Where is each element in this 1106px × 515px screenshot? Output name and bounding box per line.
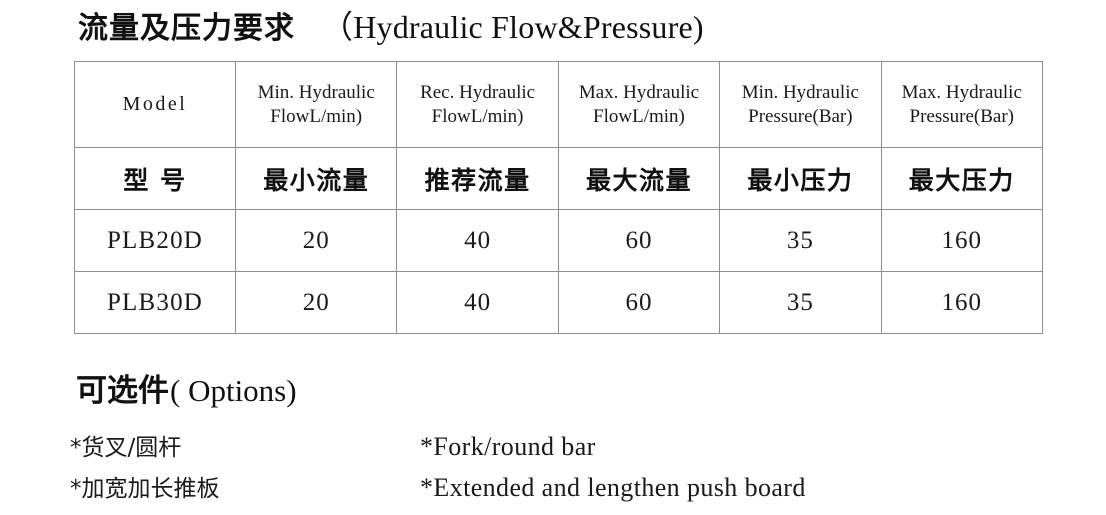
list-item: *加宽加长推板 *Extended and lengthen push boar… [70,469,1070,510]
header-label-model: Model [122,93,188,115]
value-model: PLB30D [106,288,204,316]
page-title: 流量及压力要求 （Hydraulic Flow&Pressure) [78,2,704,48]
header-line-2: FlowL/min) [431,105,524,127]
cell-model: PLB20D [74,209,236,272]
table-header-row-english: Model Min. Hydraulic FlowL/min) Rec. Hyd… [74,61,1043,148]
value-rec-flow: 40 [464,288,492,316]
header-cell-max-pressure: Max. Hydraulic Pressure(Bar) [880,61,1043,148]
value-min-flow: 20 [302,288,330,316]
table-row: PLB30D 20 40 60 35 160 [74,271,1043,334]
header-line-1: Rec. Hydraulic [420,82,536,104]
value-max-flow: 60 [625,288,653,316]
header-cn-label-min-flow: 最小流量 [263,165,370,195]
header-cell-min-flow: Min. Hydraulic FlowL/min) [234,61,398,148]
header-cn-cell-min-flow: 最小流量 [234,147,398,210]
value-model: PLB20D [106,226,204,254]
header-cn-cell-model: 型 号 [74,147,236,210]
value-max-pressure: 160 [941,226,982,254]
cell-min-flow: 20 [234,209,398,272]
list-item: *货叉/圆杆 *Fork/round bar [70,428,1070,469]
header-cell-model: Model [74,61,236,148]
header-cell-rec-flow: Rec. Hydraulic FlowL/min) [396,61,559,148]
option-label-chinese: *货叉/圆杆 [70,435,182,461]
options-heading: 可选件 ( Options) [76,365,297,410]
table-header-row-chinese: 型 号 最小流量 推荐流量 最大流量 最小压力 最大压力 [74,147,1043,210]
page-title-english: （Hydraulic Flow&Pressure) [321,9,704,45]
cell-max-flow: 60 [557,271,721,334]
cell-max-flow: 60 [557,209,721,272]
value-min-pressure: 35 [786,288,814,316]
option-label-chinese: *加宽加长推板 [70,476,220,502]
cell-min-pressure: 35 [719,271,882,334]
options-list: *货叉/圆杆 *Fork/round bar *加宽加长推板 *Extended… [70,428,1070,510]
header-line-1: Min. Hydraulic [741,82,859,104]
cell-min-flow: 20 [234,271,398,334]
header-cn-cell-rec-flow: 推荐流量 [396,147,559,210]
page-title-chinese: 流量及压力要求 [78,11,295,46]
header-line-1: Max. Hydraulic [578,82,700,104]
value-rec-flow: 40 [464,226,492,254]
header-cn-cell-max-pressure: 最大压力 [880,147,1043,210]
header-cn-label-max-pressure: 最大压力 [908,165,1015,195]
cell-max-pressure: 160 [880,271,1043,334]
hydraulic-spec-table: Model Min. Hydraulic FlowL/min) Rec. Hyd… [74,61,1043,334]
header-line-2: FlowL/min) [270,105,363,127]
value-max-pressure: 160 [941,288,982,316]
value-min-flow: 20 [302,226,330,254]
cell-rec-flow: 40 [396,209,559,272]
header-line-2: Pressure(Bar) [909,105,1014,127]
header-line-2: Pressure(Bar) [748,105,853,127]
option-label-english: *Fork/round bar [420,432,596,461]
value-max-flow: 60 [625,226,653,254]
header-cn-cell-max-flow: 最大流量 [557,147,721,210]
header-cn-cell-min-pressure: 最小压力 [719,147,882,210]
options-heading-chinese: 可选件 [76,373,169,409]
cell-min-pressure: 35 [719,209,882,272]
header-cell-max-flow: Max. Hydraulic FlowL/min) [557,61,721,148]
header-cell-min-pressure: Min. Hydraulic Pressure(Bar) [719,61,882,148]
option-label-english: *Extended and lengthen push board [420,473,806,502]
header-cn-label-max-flow: 最大流量 [585,165,692,195]
header-cn-label-rec-flow: 推荐流量 [424,165,531,195]
cell-model: PLB30D [74,271,236,334]
header-cn-label-min-pressure: 最小压力 [747,165,854,195]
header-line-2: FlowL/min) [593,105,685,127]
table-row: PLB20D 20 40 60 35 160 [74,209,1043,272]
header-line-1: Min. Hydraulic [257,82,375,104]
header-line-1: Max. Hydraulic [901,82,1022,104]
header-cn-label-model: 型 号 [123,165,187,195]
cell-max-pressure: 160 [880,209,1043,272]
options-heading-english: ( Options) [170,373,297,408]
value-min-pressure: 35 [786,226,814,254]
cell-rec-flow: 40 [396,271,559,334]
